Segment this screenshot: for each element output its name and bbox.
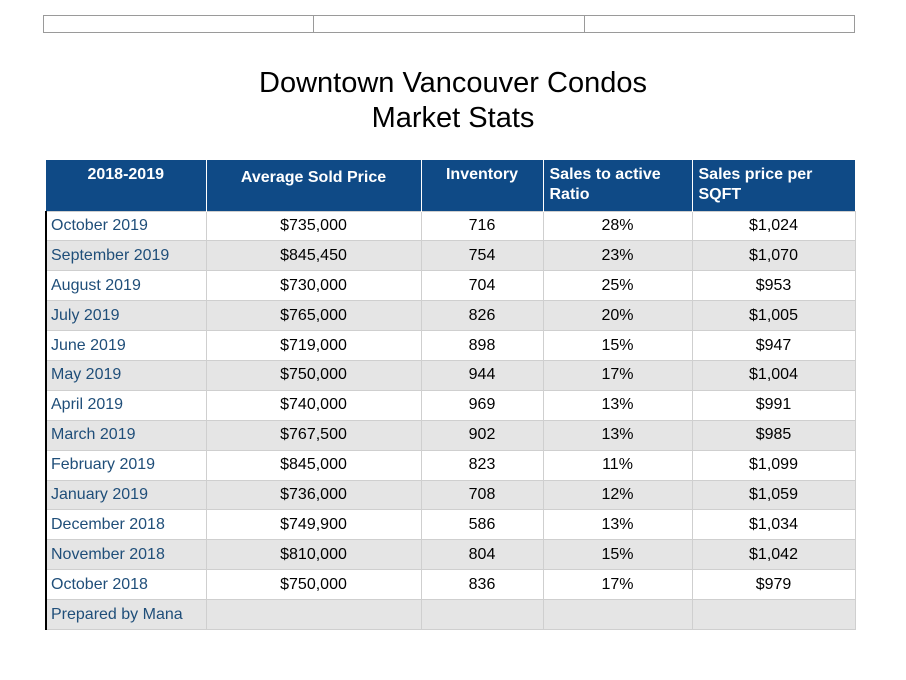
- top-strip-cell: [44, 16, 315, 32]
- table-row: October 2019 $735,000 716 28% $1,024: [45, 210, 856, 242]
- table-row: July 2019 $765,000 826 20% $1,005: [45, 300, 856, 332]
- sales-ratio-cell: 11%: [542, 449, 693, 481]
- price-per-sqft-cell: $985: [691, 419, 856, 451]
- sales-ratio-cell: 13%: [542, 509, 693, 541]
- header-inventory: Inventory: [421, 160, 544, 211]
- month-cell: August 2019: [45, 270, 207, 302]
- month-cell: June 2019: [45, 330, 207, 361]
- month-cell: December 2018: [45, 509, 207, 541]
- average-sold-price-cell: $719,000: [205, 330, 422, 361]
- market-stats-table: 2018-2019 Average Sold Price Inventory S…: [45, 160, 856, 630]
- price-per-sqft-cell: $979: [691, 569, 856, 601]
- average-sold-price-cell: $730,000: [205, 270, 422, 302]
- average-sold-price-cell: $749,900: [205, 509, 422, 541]
- inventory-cell: 826: [420, 300, 544, 332]
- table-row: October 2018 $750,000 836 17% $979: [45, 569, 856, 601]
- inventory-cell: 704: [420, 270, 544, 302]
- sales-ratio-cell: 12%: [542, 479, 693, 511]
- average-sold-price-cell: $845,450: [205, 240, 422, 272]
- month-cell: January 2019: [45, 479, 207, 511]
- average-sold-price-cell: [205, 599, 422, 630]
- price-per-sqft-cell: $1,099: [691, 449, 856, 481]
- inventory-cell: 902: [420, 419, 544, 451]
- price-per-sqft-cell: $1,005: [691, 300, 856, 332]
- top-strip-cell: [585, 16, 854, 32]
- price-per-sqft-cell: $1,042: [691, 539, 856, 571]
- month-cell: May 2019: [45, 359, 207, 391]
- month-cell: March 2019: [45, 419, 207, 451]
- top-strip-cell: [314, 16, 585, 32]
- average-sold-price-cell: $845,000: [205, 449, 422, 481]
- inventory-cell: [420, 599, 544, 630]
- price-per-sqft-cell: $1,004: [691, 359, 856, 391]
- table-row: August 2019 $730,000 704 25% $953: [45, 270, 856, 302]
- sales-ratio-cell: 13%: [542, 419, 693, 451]
- table-row: February 2019 $845,000 823 11% $1,099: [45, 449, 856, 481]
- sales-ratio-cell: 25%: [542, 270, 693, 302]
- table-row: April 2019 $740,000 969 13% $991: [45, 389, 856, 421]
- month-cell: September 2019: [45, 240, 207, 272]
- inventory-cell: 708: [420, 479, 544, 511]
- average-sold-price-cell: $810,000: [205, 539, 422, 571]
- header-sales-to-active-ratio: Sales to active Ratio: [543, 160, 693, 211]
- inventory-cell: 754: [420, 240, 544, 272]
- header-sales-price-per-sqft: Sales price per SQFT: [692, 160, 855, 211]
- month-cell: April 2019: [45, 389, 207, 421]
- month-cell: Prepared by Mana: [45, 599, 207, 630]
- table-row: March 2019 $767,500 902 13% $985: [45, 419, 856, 451]
- sales-ratio-cell: 15%: [542, 330, 693, 361]
- average-sold-price-cell: $736,000: [205, 479, 422, 511]
- average-sold-price-cell: $765,000: [205, 300, 422, 332]
- header-average-sold-price: Average Sold Price: [206, 160, 422, 211]
- sales-ratio-cell: 15%: [542, 539, 693, 571]
- table-row: September 2019 $845,450 754 23% $1,070: [45, 240, 856, 272]
- inventory-cell: 823: [420, 449, 544, 481]
- table-row: November 2018 $810,000 804 15% $1,042: [45, 539, 856, 571]
- price-per-sqft-cell: $953: [691, 270, 856, 302]
- sales-ratio-cell: 20%: [542, 300, 693, 332]
- table-row: December 2018 $749,900 586 13% $1,034: [45, 509, 856, 541]
- price-per-sqft-cell: $947: [691, 330, 856, 361]
- average-sold-price-cell: $767,500: [205, 419, 422, 451]
- price-per-sqft-cell: $991: [691, 389, 856, 421]
- average-sold-price-cell: $750,000: [205, 569, 422, 601]
- sales-ratio-cell: 17%: [542, 569, 693, 601]
- average-sold-price-cell: $750,000: [205, 359, 422, 391]
- table-row: June 2019 $719,000 898 15% $947: [45, 330, 856, 361]
- sales-ratio-cell: 23%: [542, 240, 693, 272]
- sales-ratio-cell: 28%: [542, 210, 693, 242]
- month-cell: February 2019: [45, 449, 207, 481]
- price-per-sqft-cell: $1,070: [691, 240, 856, 272]
- price-per-sqft-cell: [691, 599, 856, 630]
- table-header-row: 2018-2019 Average Sold Price Inventory S…: [46, 160, 855, 211]
- header-period: 2018-2019: [46, 160, 207, 211]
- month-cell: October 2018: [45, 569, 207, 601]
- inventory-cell: 804: [420, 539, 544, 571]
- table-row: Prepared by Mana: [45, 599, 856, 630]
- table-row: May 2019 $750,000 944 17% $1,004: [45, 359, 856, 391]
- average-sold-price-cell: $740,000: [205, 389, 422, 421]
- title-line-1: Downtown Vancouver Condos: [259, 67, 647, 99]
- sales-ratio-cell: [542, 599, 693, 630]
- inventory-cell: 944: [420, 359, 544, 391]
- price-per-sqft-cell: $1,059: [691, 479, 856, 511]
- inventory-cell: 898: [420, 330, 544, 361]
- inventory-cell: 586: [420, 509, 544, 541]
- average-sold-price-cell: $735,000: [205, 210, 422, 242]
- month-cell: July 2019: [45, 300, 207, 332]
- table-row: January 2019 $736,000 708 12% $1,059: [45, 479, 856, 511]
- sales-ratio-cell: 13%: [542, 389, 693, 421]
- inventory-cell: 836: [420, 569, 544, 601]
- page-title: Downtown Vancouver Condos Market Stats: [0, 66, 906, 136]
- inventory-cell: 716: [420, 210, 544, 242]
- month-cell: November 2018: [45, 539, 207, 571]
- sales-ratio-cell: 17%: [542, 359, 693, 391]
- month-cell: October 2019: [45, 210, 207, 242]
- price-per-sqft-cell: $1,024: [691, 210, 856, 242]
- price-per-sqft-cell: $1,034: [691, 509, 856, 541]
- title-line-2: Market Stats: [371, 102, 535, 134]
- top-header-strip: [43, 15, 855, 33]
- inventory-cell: 969: [420, 389, 544, 421]
